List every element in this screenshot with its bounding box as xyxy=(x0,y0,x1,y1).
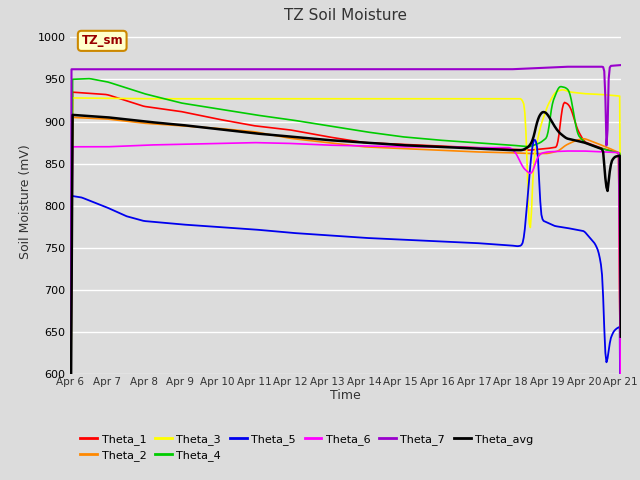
Theta_avg xyxy=(328,137,335,143)
Line: Theta_5: Theta_5 xyxy=(70,140,621,480)
Theta_3 xyxy=(605,92,612,98)
Theta_5 xyxy=(518,242,525,248)
Theta_avg xyxy=(364,140,372,146)
Theta_5 xyxy=(605,348,612,353)
Text: TZ_sm: TZ_sm xyxy=(81,35,123,48)
Theta_3 xyxy=(364,96,372,102)
Theta_avg xyxy=(540,109,547,115)
Theta_3 xyxy=(559,87,566,93)
Theta_5 xyxy=(328,233,335,239)
Theta_4 xyxy=(365,130,373,135)
Theta_3 xyxy=(394,96,402,102)
Theta_2 xyxy=(617,441,625,447)
Theta_2 xyxy=(67,420,74,425)
Theta_avg xyxy=(332,138,339,144)
Theta_7 xyxy=(328,66,335,72)
Theta_2 xyxy=(332,141,340,146)
Line: Theta_2: Theta_2 xyxy=(70,118,621,444)
Line: Theta_4: Theta_4 xyxy=(70,79,621,480)
Theta_5 xyxy=(394,237,402,242)
Theta_1 xyxy=(67,405,74,410)
Theta_avg xyxy=(394,142,402,148)
Line: Theta_avg: Theta_avg xyxy=(70,112,621,480)
Theta_4 xyxy=(332,124,340,130)
Theta_7 xyxy=(364,66,372,72)
Theta_4 xyxy=(396,133,403,139)
Theta_avg xyxy=(617,334,625,339)
Theta_6 xyxy=(329,143,337,148)
Theta_1 xyxy=(365,140,373,146)
Theta_6 xyxy=(617,441,625,446)
Theta_2 xyxy=(605,145,612,151)
Theta_4 xyxy=(329,124,337,130)
Theta_5 xyxy=(67,421,74,427)
Theta_6 xyxy=(332,143,340,148)
Theta_3 xyxy=(332,96,339,102)
Theta_1 xyxy=(68,89,76,95)
Theta_7 xyxy=(617,62,625,68)
Legend: Theta_1, Theta_2, Theta_3, Theta_4, Theta_5, Theta_6, Theta_7, Theta_avg: Theta_1, Theta_2, Theta_3, Theta_4, Thet… xyxy=(76,429,538,466)
Theta_5 xyxy=(364,235,372,241)
Theta_4 xyxy=(605,148,612,154)
Theta_4 xyxy=(617,332,625,338)
Theta_4 xyxy=(67,477,74,480)
Theta_7 xyxy=(67,472,74,478)
Theta_6 xyxy=(365,143,373,149)
Theta_4 xyxy=(519,144,527,149)
Theta_6 xyxy=(396,144,403,150)
Line: Theta_6: Theta_6 xyxy=(70,143,621,444)
Theta_4 xyxy=(84,76,92,82)
Theta_1 xyxy=(519,147,527,153)
Theta_7 xyxy=(332,66,339,72)
Theta_1 xyxy=(605,147,612,153)
Line: Theta_7: Theta_7 xyxy=(70,65,621,475)
Theta_1 xyxy=(332,135,340,141)
Line: Theta_1: Theta_1 xyxy=(70,92,621,444)
Theta_5 xyxy=(332,233,339,239)
Theta_1 xyxy=(396,141,403,147)
Theta_6 xyxy=(250,140,257,145)
Theta_7 xyxy=(604,127,611,133)
Theta_2 xyxy=(68,115,76,120)
Line: Theta_3: Theta_3 xyxy=(70,90,621,480)
Theta_6 xyxy=(67,437,74,443)
Theta_5 xyxy=(531,137,539,143)
Title: TZ Soil Moisture: TZ Soil Moisture xyxy=(284,9,407,24)
Theta_6 xyxy=(605,149,612,155)
Theta_3 xyxy=(617,289,625,295)
Theta_6 xyxy=(519,164,527,169)
Theta_2 xyxy=(329,140,337,146)
Theta_1 xyxy=(617,441,625,447)
Theta_3 xyxy=(518,96,525,102)
Theta_7 xyxy=(394,66,402,72)
Theta_3 xyxy=(328,96,335,102)
Theta_7 xyxy=(518,66,525,72)
Theta_2 xyxy=(365,144,373,150)
Y-axis label: Soil Moisture (mV): Soil Moisture (mV) xyxy=(19,144,32,259)
Theta_2 xyxy=(396,145,403,151)
Theta_2 xyxy=(519,150,527,156)
X-axis label: Time: Time xyxy=(330,389,361,402)
Theta_avg xyxy=(518,147,525,153)
Theta_avg xyxy=(605,179,612,184)
Theta_1 xyxy=(329,135,337,141)
